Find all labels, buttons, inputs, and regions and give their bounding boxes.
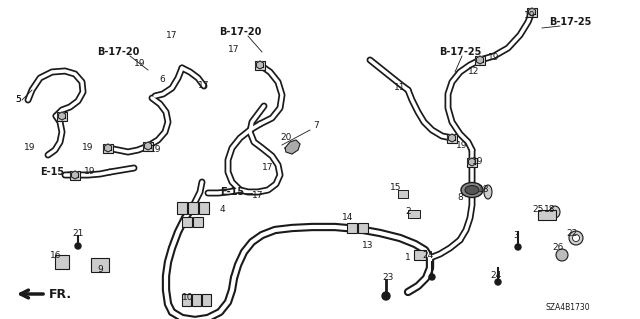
Text: 19: 19 <box>488 54 500 63</box>
FancyBboxPatch shape <box>57 112 67 121</box>
Text: 2: 2 <box>405 207 411 217</box>
Circle shape <box>75 243 81 249</box>
Bar <box>55 255 69 269</box>
Polygon shape <box>257 61 264 69</box>
FancyBboxPatch shape <box>447 133 457 143</box>
Text: 1: 1 <box>405 254 411 263</box>
Polygon shape <box>468 158 476 166</box>
Text: E-15: E-15 <box>40 167 64 177</box>
FancyBboxPatch shape <box>70 170 80 180</box>
Text: 6: 6 <box>159 76 165 85</box>
Text: 22: 22 <box>566 229 578 239</box>
Text: 18: 18 <box>544 205 556 214</box>
Text: 17: 17 <box>252 191 264 201</box>
Text: 5: 5 <box>15 95 21 105</box>
Text: 5: 5 <box>15 95 21 105</box>
Text: 24: 24 <box>422 251 434 261</box>
FancyBboxPatch shape <box>103 144 113 152</box>
Text: B-17-20: B-17-20 <box>97 47 139 57</box>
Bar <box>191 294 200 306</box>
Circle shape <box>495 279 501 285</box>
Text: 11: 11 <box>394 84 406 93</box>
Polygon shape <box>58 112 65 120</box>
Text: 19: 19 <box>150 145 162 154</box>
Text: FR.: FR. <box>49 287 72 300</box>
FancyBboxPatch shape <box>527 8 537 17</box>
Polygon shape <box>145 142 152 150</box>
Text: 24: 24 <box>490 271 502 280</box>
Text: 8: 8 <box>457 194 463 203</box>
Text: B-17-25: B-17-25 <box>549 17 591 27</box>
Text: 19: 19 <box>24 144 36 152</box>
Polygon shape <box>104 144 111 152</box>
Ellipse shape <box>484 185 492 199</box>
Text: B-17-25: B-17-25 <box>439 47 481 57</box>
FancyBboxPatch shape <box>475 56 485 64</box>
Text: 13: 13 <box>362 241 374 250</box>
Text: 17: 17 <box>166 32 178 41</box>
Polygon shape <box>72 171 79 179</box>
Text: 25: 25 <box>532 205 544 214</box>
Text: E-15: E-15 <box>220 187 244 197</box>
Bar <box>398 190 408 198</box>
Bar <box>188 202 198 214</box>
Bar <box>202 294 211 306</box>
Text: 9: 9 <box>97 265 103 275</box>
Circle shape <box>573 234 579 241</box>
Bar <box>182 294 191 306</box>
Circle shape <box>429 274 435 280</box>
Text: 12: 12 <box>468 68 480 77</box>
Text: 10: 10 <box>182 293 194 302</box>
Text: 17: 17 <box>198 81 210 91</box>
Text: 19: 19 <box>134 60 146 69</box>
Text: 19: 19 <box>83 144 93 152</box>
Text: 7: 7 <box>313 122 319 130</box>
Circle shape <box>556 249 568 261</box>
Bar <box>199 202 209 214</box>
Circle shape <box>569 231 583 245</box>
Ellipse shape <box>550 206 560 218</box>
Text: 17: 17 <box>262 164 274 173</box>
Bar <box>91 258 109 272</box>
Text: 23: 23 <box>382 273 394 283</box>
Polygon shape <box>529 8 536 16</box>
FancyBboxPatch shape <box>467 158 477 167</box>
Polygon shape <box>285 140 300 154</box>
Text: 26: 26 <box>552 243 564 253</box>
Text: SZA4B1730: SZA4B1730 <box>546 303 590 313</box>
FancyBboxPatch shape <box>255 61 265 70</box>
Text: 17: 17 <box>228 46 240 55</box>
Ellipse shape <box>465 186 479 195</box>
Ellipse shape <box>461 182 483 197</box>
Bar <box>182 217 192 227</box>
Bar <box>193 217 203 227</box>
Text: 15: 15 <box>390 183 402 192</box>
Circle shape <box>382 292 390 300</box>
Text: 3: 3 <box>513 232 519 241</box>
Text: 14: 14 <box>342 213 354 222</box>
Bar <box>408 210 420 218</box>
Bar <box>414 250 426 260</box>
Text: B-17-20: B-17-20 <box>219 27 261 37</box>
Text: 16: 16 <box>51 251 61 261</box>
Polygon shape <box>449 134 456 142</box>
Text: 21: 21 <box>72 229 84 239</box>
FancyBboxPatch shape <box>143 142 153 151</box>
Bar <box>358 223 368 233</box>
Bar <box>347 223 357 233</box>
Circle shape <box>515 244 521 250</box>
Text: 4: 4 <box>219 205 225 214</box>
Text: 19: 19 <box>472 158 484 167</box>
Bar <box>538 210 556 220</box>
Text: 19: 19 <box>84 167 96 176</box>
Bar <box>177 202 187 214</box>
Text: 20: 20 <box>280 133 292 143</box>
Polygon shape <box>477 56 483 64</box>
Text: 18: 18 <box>478 186 490 195</box>
Text: 19: 19 <box>456 142 468 151</box>
Text: 19: 19 <box>524 11 536 20</box>
